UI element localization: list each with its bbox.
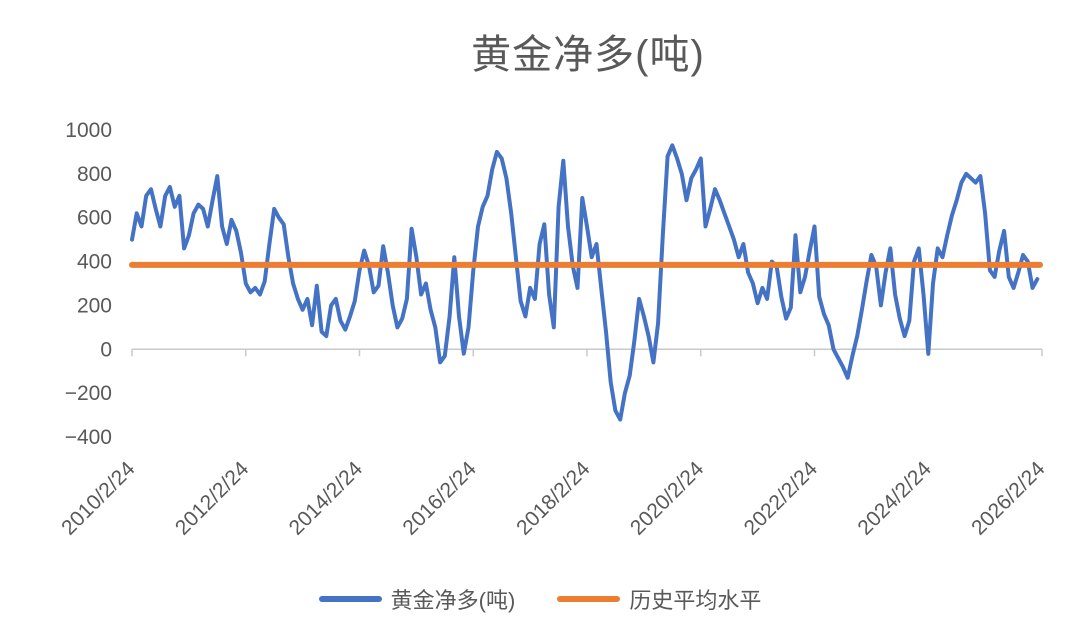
y-axis-label: 400 [77,251,112,274]
y-axis-label: 200 [77,294,112,317]
series-line [130,143,1040,422]
legend: 黄金净多(吨) 历史平均水平 [0,583,1080,615]
legend-item-series: 黄金净多(吨) [318,583,516,615]
x-axis-label: 2016/2/24 [398,457,481,540]
x-axis-label: 2022/2/24 [740,457,823,540]
chart-title: 黄金净多(吨) [471,33,705,77]
x-axis-label: 2018/2/24 [512,457,595,540]
x-axis-label: 2010/2/24 [57,457,140,540]
legend-label-series: 黄金净多(吨) [390,588,516,613]
legend-label-average: 历史平均水平 [629,588,762,613]
x-axis-label: 2014/2/24 [285,457,368,540]
y-axis-label: −400 [65,426,112,449]
x-axis-label: 2024/2/24 [853,457,936,540]
x-axis-label: 2012/2/24 [171,457,254,540]
average-line-swatch [557,596,621,602]
y-axis-label: 800 [77,163,112,186]
y-axis-label: 0 [100,338,112,361]
y-axis-label: 600 [77,207,112,230]
x-axis-label: 2020/2/24 [626,457,709,540]
y-axis-label: 1000 [65,119,112,142]
y-axis-label: −200 [65,382,112,405]
legend-item-average: 历史平均水平 [557,583,761,615]
series-line-swatch [318,596,382,602]
x-axis-label: 2026/2/24 [967,457,1050,540]
